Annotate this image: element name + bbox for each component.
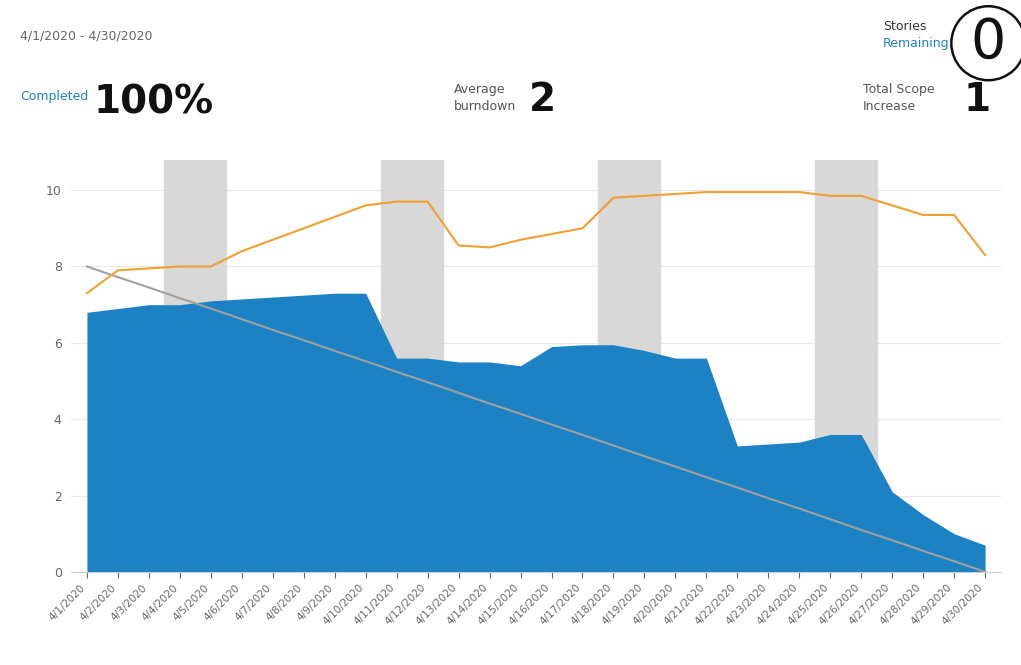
Text: Average: Average xyxy=(454,83,505,96)
Bar xyxy=(598,160,660,572)
Bar xyxy=(815,160,877,572)
Text: 1: 1 xyxy=(964,81,991,119)
Text: Increase: Increase xyxy=(863,100,916,113)
Bar xyxy=(381,160,443,572)
Text: Total Scope: Total Scope xyxy=(863,83,934,96)
Text: 100%: 100% xyxy=(94,83,214,121)
Text: 2: 2 xyxy=(529,81,556,119)
Text: Stories: Stories xyxy=(883,20,926,33)
Bar xyxy=(164,160,227,572)
Text: 4/1/2020 - 4/30/2020: 4/1/2020 - 4/30/2020 xyxy=(20,30,153,43)
Text: 0: 0 xyxy=(971,16,1006,70)
Text: Remaining: Remaining xyxy=(883,37,950,50)
Text: Completed: Completed xyxy=(20,90,89,103)
Text: burndown: burndown xyxy=(454,100,517,113)
